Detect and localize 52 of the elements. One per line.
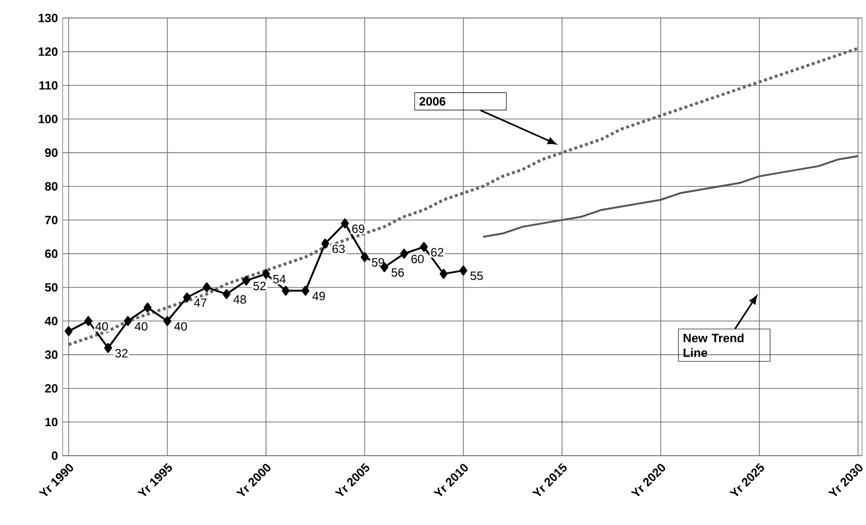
y-tick-label: 70 bbox=[45, 216, 58, 224]
data-label: 47 bbox=[194, 298, 206, 307]
y-tick-label: 80 bbox=[45, 182, 58, 191]
annotation: 2006 bbox=[420, 97, 446, 106]
point bbox=[282, 286, 290, 296]
point bbox=[340, 218, 349, 228]
data-label: 40 bbox=[174, 322, 187, 331]
point bbox=[360, 252, 369, 262]
point bbox=[222, 289, 230, 299]
y-tick-label: 10 bbox=[45, 418, 58, 426]
point bbox=[163, 316, 172, 326]
y-tick-label: 0 bbox=[52, 451, 58, 460]
point bbox=[84, 316, 92, 326]
data-label: 69 bbox=[352, 224, 364, 233]
data-label: 32 bbox=[115, 348, 128, 358]
data-label: 40 bbox=[134, 322, 148, 331]
data-label: 56 bbox=[392, 268, 404, 277]
data-label: 40 bbox=[95, 322, 108, 331]
y-tick-label: 90 bbox=[45, 148, 58, 157]
y-tick-label: 50 bbox=[45, 283, 58, 292]
point bbox=[400, 248, 408, 259]
point bbox=[420, 242, 428, 252]
data-label: 60 bbox=[411, 254, 424, 264]
data-label: 62 bbox=[431, 248, 444, 257]
point bbox=[242, 276, 250, 286]
point bbox=[124, 316, 132, 326]
data-label: 54 bbox=[273, 274, 286, 284]
point bbox=[144, 302, 152, 312]
data-label: 63 bbox=[332, 244, 345, 254]
point bbox=[440, 268, 448, 279]
point bbox=[183, 292, 191, 302]
y-tick-label: 20 bbox=[45, 384, 58, 393]
point bbox=[321, 238, 330, 248]
line-series bbox=[482, 155, 859, 238]
y-tick-label: 30 bbox=[44, 350, 58, 359]
y-tick-label: 130 bbox=[38, 14, 58, 22]
point bbox=[459, 266, 468, 276]
y-tick-label: 40 bbox=[44, 316, 58, 326]
annotation: New Trend Line bbox=[684, 333, 744, 357]
y-tick-label: 60 bbox=[45, 249, 58, 258]
point bbox=[64, 326, 73, 336]
y-tick-label: 120 bbox=[38, 47, 58, 56]
point bbox=[104, 342, 112, 353]
point bbox=[202, 282, 211, 292]
point bbox=[302, 286, 310, 296]
y-tick-label: 100 bbox=[38, 114, 58, 124]
data-label: 55 bbox=[470, 272, 483, 280]
data-label: 49 bbox=[312, 292, 325, 300]
data-label: 52 bbox=[253, 282, 266, 290]
data-label: 48 bbox=[233, 295, 246, 304]
y-tick-label: 110 bbox=[39, 81, 58, 90]
point bbox=[262, 268, 270, 279]
